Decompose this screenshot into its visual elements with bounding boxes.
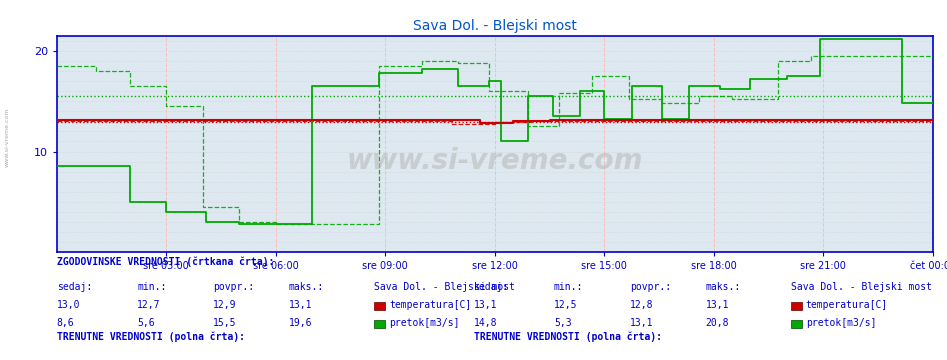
Text: 19,6: 19,6	[289, 318, 313, 328]
Text: 13,1: 13,1	[630, 318, 653, 328]
Text: 12,5: 12,5	[554, 300, 578, 310]
Text: povpr.:: povpr.:	[213, 282, 254, 292]
Text: 5,6: 5,6	[137, 318, 155, 328]
Text: pretok[m3/s]: pretok[m3/s]	[806, 318, 876, 328]
Text: sedaj:: sedaj:	[57, 282, 92, 292]
Title: Sava Dol. - Blejski most: Sava Dol. - Blejski most	[413, 19, 577, 33]
Text: 5,3: 5,3	[554, 318, 572, 328]
Text: TRENUTNE VREDNOSTI (polna črta):: TRENUTNE VREDNOSTI (polna črta):	[57, 332, 245, 342]
Text: TRENUTNE VREDNOSTI (polna črta):: TRENUTNE VREDNOSTI (polna črta):	[474, 332, 662, 342]
Text: 12,7: 12,7	[137, 300, 161, 310]
Text: temperatura[C]: temperatura[C]	[389, 300, 472, 310]
Text: min.:: min.:	[554, 282, 583, 292]
Text: maks.:: maks.:	[706, 282, 741, 292]
Text: 12,9: 12,9	[213, 300, 237, 310]
Text: www.si-vreme.com: www.si-vreme.com	[347, 147, 643, 175]
Text: povpr.:: povpr.:	[630, 282, 670, 292]
Text: 13,1: 13,1	[474, 300, 497, 310]
Text: pretok[m3/s]: pretok[m3/s]	[389, 318, 459, 328]
Text: min.:: min.:	[137, 282, 167, 292]
Text: maks.:: maks.:	[289, 282, 324, 292]
Text: www.si-vreme.com: www.si-vreme.com	[5, 107, 10, 167]
Text: ZGODOVINSKE VREDNOSTI (črtkana črta):: ZGODOVINSKE VREDNOSTI (črtkana črta):	[57, 256, 275, 267]
Text: 20,8: 20,8	[706, 318, 729, 328]
Text: 8,6: 8,6	[57, 318, 75, 328]
Text: temperatura[C]: temperatura[C]	[806, 300, 888, 310]
Text: 13,1: 13,1	[706, 300, 729, 310]
Text: sedaj:: sedaj:	[474, 282, 509, 292]
Text: 12,8: 12,8	[630, 300, 653, 310]
Text: 13,1: 13,1	[289, 300, 313, 310]
Text: Sava Dol. - Blejski most: Sava Dol. - Blejski most	[374, 282, 515, 292]
Text: 13,0: 13,0	[57, 300, 80, 310]
Text: 14,8: 14,8	[474, 318, 497, 328]
Text: Sava Dol. - Blejski most: Sava Dol. - Blejski most	[791, 282, 932, 292]
Text: 15,5: 15,5	[213, 318, 237, 328]
